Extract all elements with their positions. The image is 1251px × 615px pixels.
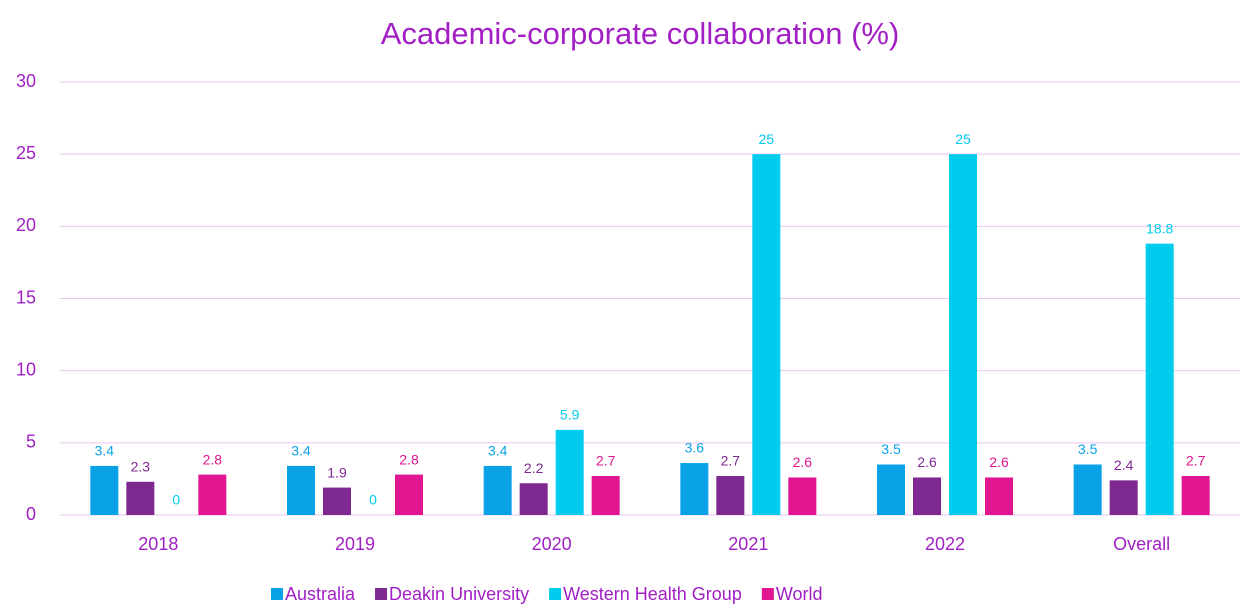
data-label: 3.6 <box>685 440 705 456</box>
data-label: 3.4 <box>488 443 508 459</box>
bar <box>752 154 781 515</box>
bar <box>287 465 315 515</box>
x-tick-label: 2018 <box>138 534 178 554</box>
legend-swatch <box>549 588 562 600</box>
bar <box>680 463 709 515</box>
y-tick-label: 15 <box>16 287 36 307</box>
data-label: 3.5 <box>881 441 901 457</box>
bar <box>591 476 620 515</box>
y-tick-label: 0 <box>26 504 36 524</box>
legend-swatch <box>375 588 388 600</box>
legend-swatch <box>271 588 283 600</box>
data-label: 2.4 <box>1114 457 1134 473</box>
data-label: 2.6 <box>989 454 1009 470</box>
bar <box>1181 476 1210 515</box>
bar <box>985 477 1013 515</box>
data-label: 2.2 <box>524 460 544 476</box>
y-tick-label: 5 <box>26 432 36 452</box>
bar <box>395 474 423 515</box>
data-label: 25 <box>955 131 971 147</box>
x-tick-label: 2021 <box>728 534 768 554</box>
data-label: 0 <box>369 492 377 508</box>
data-label: 5.9 <box>560 407 580 423</box>
data-label: 25 <box>759 131 775 147</box>
bar <box>90 465 119 515</box>
bar <box>1145 243 1174 516</box>
x-tick-label: 2019 <box>335 534 375 554</box>
data-label: 2.6 <box>917 454 937 470</box>
data-label: 3.4 <box>291 443 311 459</box>
y-tick-label: 20 <box>16 215 36 235</box>
y-tick-label: 10 <box>16 359 36 379</box>
bar <box>198 474 227 515</box>
data-label: 2.3 <box>131 459 151 475</box>
bar <box>716 476 745 515</box>
y-tick-label: 25 <box>16 143 36 163</box>
chart-title: Academic-corporate collaboration (%) <box>381 16 900 51</box>
bar <box>877 464 905 515</box>
legend-label: World <box>776 584 823 604</box>
bar <box>323 487 351 515</box>
data-label: 1.9 <box>327 464 347 480</box>
data-label: 3.4 <box>95 443 115 459</box>
data-label: 2.8 <box>203 451 223 467</box>
bar <box>949 154 977 515</box>
bar <box>126 481 155 515</box>
x-tick-label: 2022 <box>925 534 965 554</box>
data-label: 18.8 <box>1146 220 1173 236</box>
bar <box>519 483 548 515</box>
legend-label: Australia <box>285 584 356 604</box>
data-label: 2.7 <box>596 453 616 469</box>
legend-swatch <box>761 588 774 600</box>
x-tick-label: 2020 <box>532 534 572 554</box>
bar <box>483 465 512 515</box>
bar <box>788 477 817 515</box>
bar <box>1109 480 1138 515</box>
y-tick-label: 30 <box>16 71 36 91</box>
bar <box>913 477 941 515</box>
data-label: 2.8 <box>399 451 419 467</box>
bar <box>1073 464 1102 515</box>
data-label: 2.7 <box>1186 453 1206 469</box>
legend-label: Western Health Group <box>563 584 742 604</box>
legend-label: Deakin University <box>389 584 529 604</box>
data-label: 0 <box>172 492 180 508</box>
bar <box>555 429 584 515</box>
x-tick-label: Overall <box>1113 534 1170 554</box>
data-label: 2.7 <box>721 453 741 469</box>
data-label: 2.6 <box>793 454 813 470</box>
data-label: 3.5 <box>1078 441 1098 457</box>
